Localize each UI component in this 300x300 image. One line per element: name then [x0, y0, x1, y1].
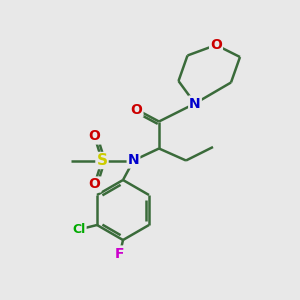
Text: S: S — [97, 153, 107, 168]
Text: O: O — [130, 103, 142, 116]
Text: N: N — [128, 154, 139, 167]
Text: N: N — [189, 97, 201, 110]
Text: O: O — [88, 130, 101, 143]
Text: O: O — [210, 38, 222, 52]
Text: F: F — [115, 247, 125, 260]
Text: O: O — [88, 178, 101, 191]
Text: Cl: Cl — [72, 223, 86, 236]
